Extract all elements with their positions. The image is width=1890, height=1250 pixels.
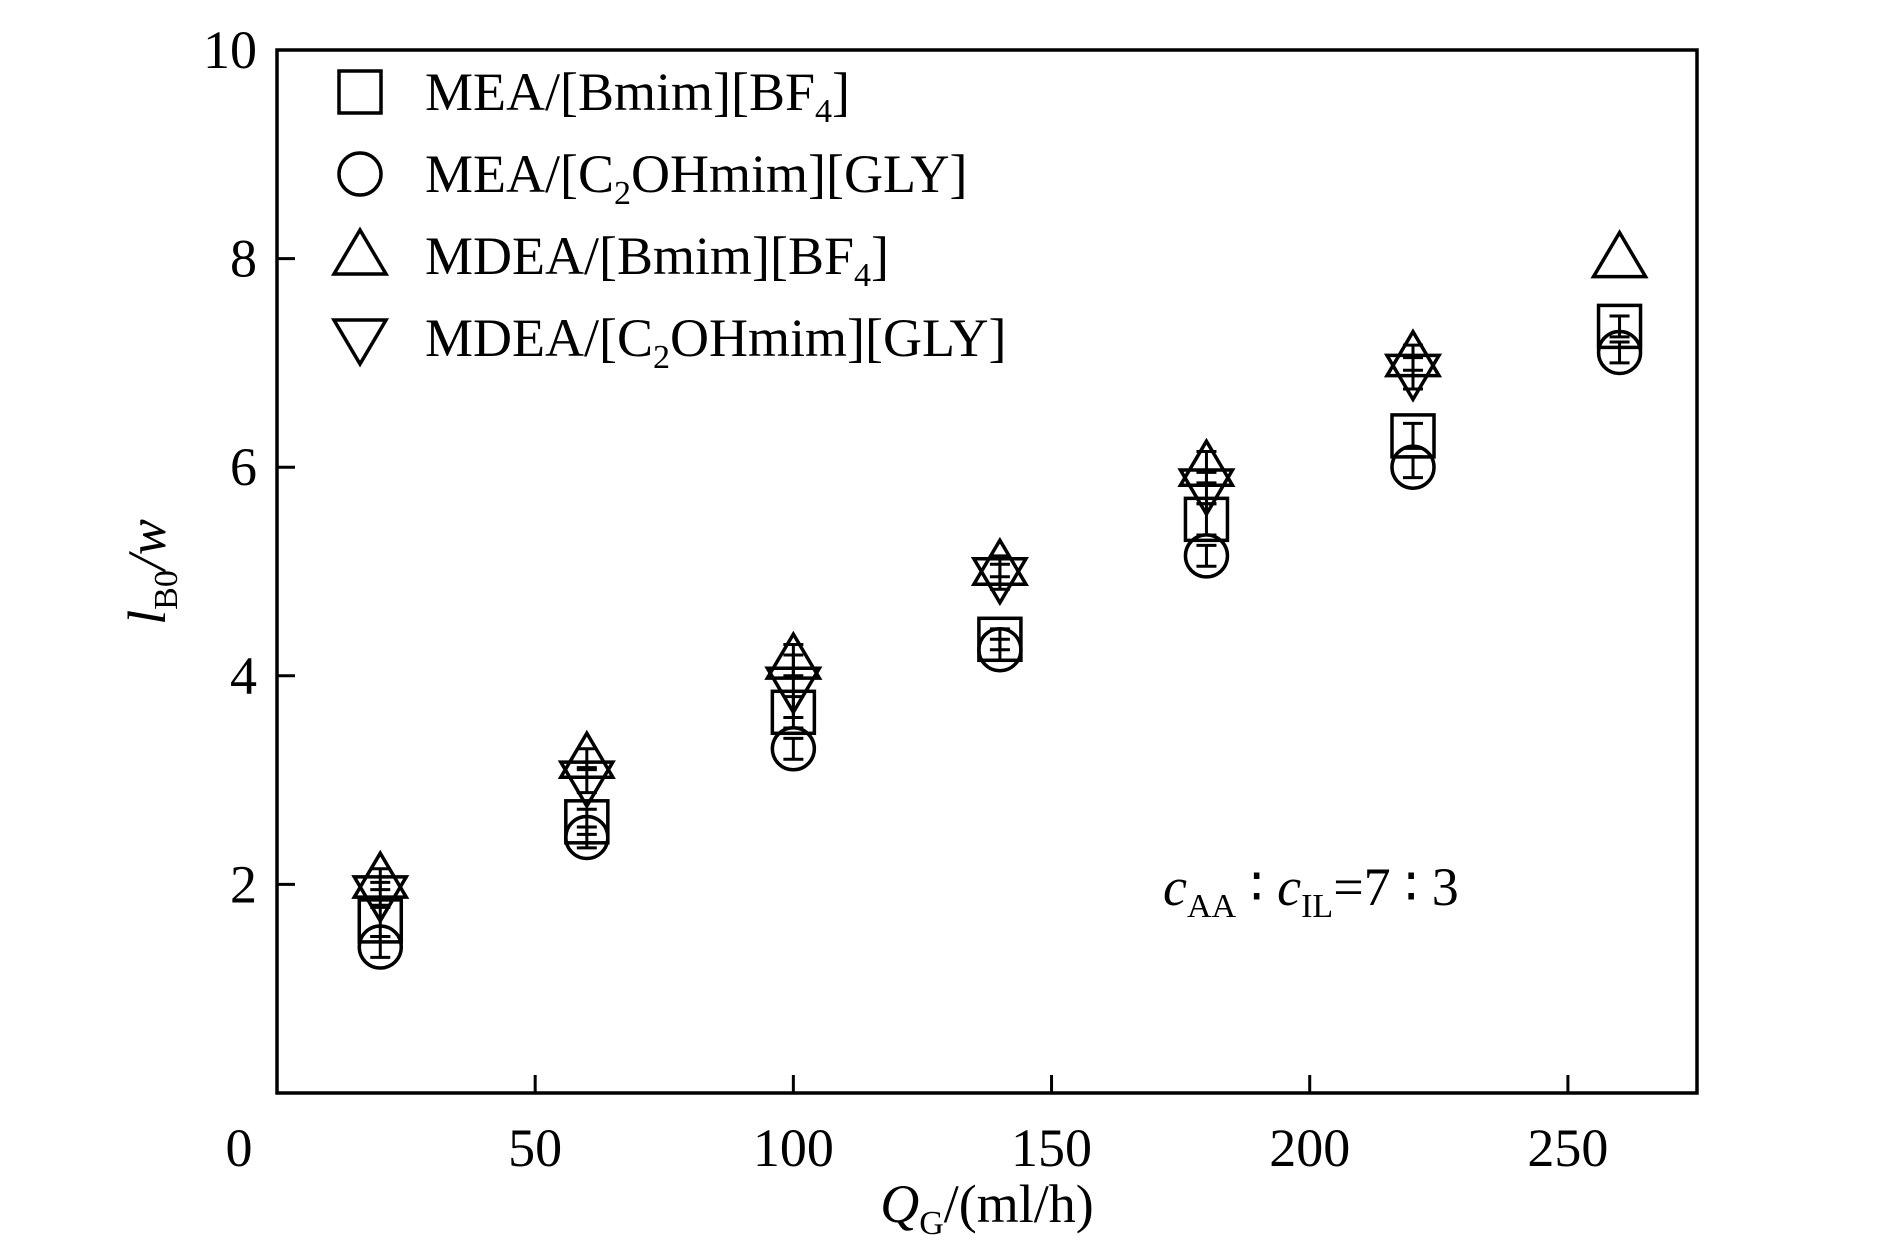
x-tick-label: 250 xyxy=(1527,1118,1608,1178)
x-tick-label: 200 xyxy=(1269,1118,1350,1178)
legend-label: MEA/[C2OHmim][GLY] xyxy=(425,144,968,212)
data-point xyxy=(1390,444,1436,490)
legend: MEA/[Bmim][BF4] MEA/[C2OHmim][GLY] MDEA/[B… xyxy=(330,62,1007,376)
data-point xyxy=(1177,468,1236,518)
data-point xyxy=(764,666,823,716)
legend-marker xyxy=(330,226,390,276)
data-point xyxy=(351,875,410,925)
data-point xyxy=(557,760,616,810)
legend-label: MDEA/[Bmim][BF4] xyxy=(425,226,889,294)
data-point xyxy=(770,726,817,772)
data-point xyxy=(1596,329,1643,376)
x-axis-label: QG/(ml/h) xyxy=(880,1174,1094,1242)
y-tick-label: 2 xyxy=(230,854,257,914)
legend-marker xyxy=(330,318,390,368)
x-tick-label: 150 xyxy=(1011,1118,1092,1178)
legend-marker xyxy=(337,69,383,115)
data-point xyxy=(970,556,1029,607)
plot-frame xyxy=(275,48,1699,1095)
x-tick-label: 100 xyxy=(753,1118,834,1178)
data-point xyxy=(564,814,610,861)
axis-ticks xyxy=(277,257,1570,1093)
y-tick-label: 10 xyxy=(203,20,257,80)
x-tick-label: 0 xyxy=(226,1118,253,1178)
x-tick-label: 50 xyxy=(508,1118,562,1178)
data-points xyxy=(351,229,1649,970)
y-axis-label: lB0/w xyxy=(117,519,185,625)
data-point xyxy=(357,924,404,970)
legend-label: MDEA/[C2OHmim][GLY] xyxy=(425,308,1007,376)
data-point xyxy=(977,626,1023,673)
y-tick-label: 6 xyxy=(230,437,257,497)
legend-label: MEA/[Bmim][BF4] xyxy=(425,62,850,130)
data-point xyxy=(1383,353,1443,403)
y-tick-label: 4 xyxy=(230,646,257,706)
data-point xyxy=(1183,533,1230,579)
y-tick-label: 8 xyxy=(230,229,257,289)
axis-tick-labels: 0 50 100 150 200 250 2 4 6 8 10 xyxy=(203,20,1608,1178)
data-point xyxy=(1590,229,1649,279)
ratio-annotation: cAA ∶ cIL=7 ∶ 3 xyxy=(1163,857,1459,925)
legend-marker xyxy=(337,151,383,197)
